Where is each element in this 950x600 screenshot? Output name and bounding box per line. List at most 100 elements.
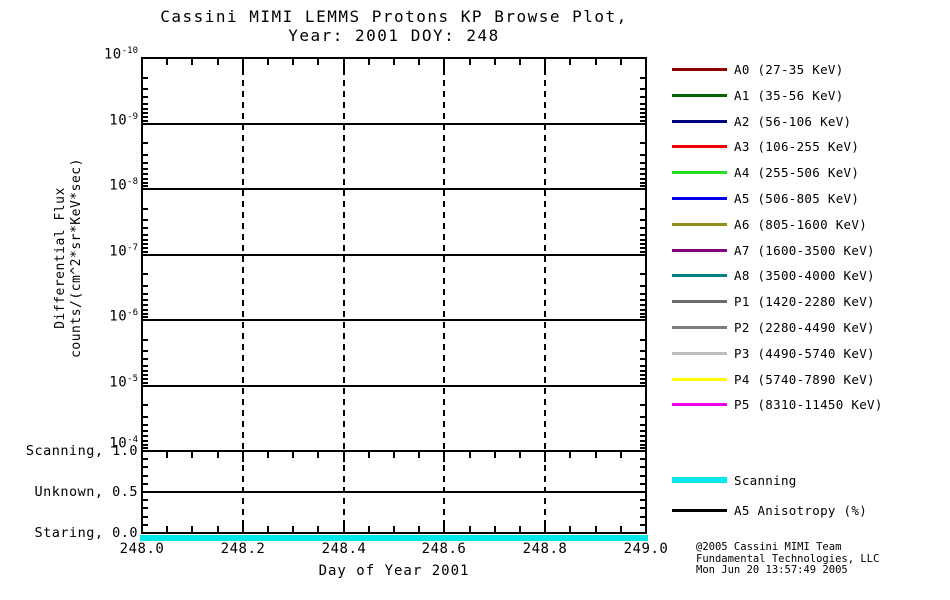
- x-tick-top: [242, 58, 244, 69]
- mode-tick-label: Scanning, 1.0: [25, 443, 138, 459]
- y-minor-tick-right: [640, 313, 646, 315]
- y-minor-tick-right: [640, 108, 646, 110]
- y-minor-tick-left: [142, 239, 148, 241]
- y-minor-tick-left: [142, 247, 148, 249]
- y-minor-tick-left: [142, 404, 148, 406]
- legend-item: P1 (1420-2280 KeV): [672, 293, 875, 309]
- legend-label: A5 (506-805 KeV): [734, 190, 860, 206]
- y-minor-tick-right: [640, 285, 646, 287]
- x-tick-top: [343, 58, 345, 69]
- y-minor-tick-left: [142, 370, 148, 372]
- legend-item: A0 (27-35 KeV): [672, 61, 844, 77]
- legend-color-line: [672, 351, 727, 355]
- y-minor-tick-right: [640, 374, 646, 376]
- x-tick-bottom: [620, 526, 622, 533]
- plot-title-line1: Cassini MIMI LEMMS Protons KP Browse Plo…: [160, 7, 628, 26]
- mode-tick-right: [640, 483, 646, 485]
- mode-tick-right: [640, 458, 646, 460]
- x-tick-top: [544, 58, 546, 69]
- x-tick-boundary: [645, 451, 647, 462]
- x-tick-boundary: [141, 451, 143, 462]
- legend-label: P5 (8310-11450 KeV): [734, 396, 883, 412]
- y-major-tick-left: [142, 319, 153, 321]
- x-tick-boundary: [494, 451, 496, 458]
- y-minor-tick-right: [640, 112, 646, 114]
- x-tick-boundary: [544, 451, 546, 462]
- x-tick-label: 248.0: [119, 541, 165, 557]
- x-tick-label: 248.6: [421, 541, 467, 557]
- y-minor-tick-left: [142, 162, 148, 164]
- y-minor-tick-left: [142, 168, 148, 170]
- y-major-tick-right: [635, 57, 646, 59]
- y-minor-tick-left: [142, 103, 148, 105]
- y-minor-tick-left: [142, 374, 148, 376]
- y-minor-tick-left: [142, 444, 148, 446]
- flux-tick-exponent: -5: [127, 374, 138, 384]
- mode-tick-label: Staring, 0.0: [34, 525, 138, 541]
- v-dashed-gridline: [242, 58, 244, 533]
- y-minor-tick-left: [142, 185, 148, 187]
- y-minor-tick-left: [142, 378, 148, 380]
- y-minor-tick-right: [640, 96, 646, 98]
- x-tick-boundary: [569, 451, 571, 458]
- legend-item: A5 (506-805 KeV): [672, 190, 859, 206]
- y-minor-tick-left: [142, 416, 148, 418]
- x-tick-top: [519, 58, 521, 65]
- legend-extra-label: A5 Anisotropy (%): [734, 502, 868, 518]
- mode-tick-label: Unknown, 0.5: [34, 484, 138, 500]
- x-tick-bottom: [595, 526, 597, 533]
- y-minor-tick-right: [640, 142, 646, 144]
- mode-tick-right: [640, 516, 646, 518]
- x-tick-label: 248.8: [522, 541, 568, 557]
- y-minor-tick-left: [142, 142, 148, 144]
- flux-tick-base: 10: [109, 308, 128, 325]
- y-minor-tick-left: [142, 173, 148, 175]
- y-minor-tick-right: [640, 88, 646, 90]
- legend-item: A3 (106-255 KeV): [672, 138, 859, 154]
- mode-tick-left: [142, 466, 148, 468]
- y-minor-tick-left: [142, 116, 148, 118]
- y-minor-tick-left: [142, 440, 148, 442]
- y-minor-tick-right: [640, 440, 646, 442]
- y-major-tick-left: [142, 123, 153, 125]
- legend-extra-color-line: [672, 508, 727, 512]
- y-minor-tick-left: [142, 227, 148, 229]
- y-minor-tick-right: [640, 365, 646, 367]
- x-tick-bottom: [519, 526, 521, 533]
- legend-extra-item: Scanning: [672, 472, 797, 488]
- y-major-tick-left: [142, 254, 153, 256]
- y-minor-tick-left: [142, 365, 148, 367]
- x-tick-bottom: [443, 522, 445, 533]
- x-tick-boundary: [292, 451, 294, 458]
- legend-label: P3 (4490-5740 KeV): [734, 345, 875, 361]
- y-minor-tick-left: [142, 88, 148, 90]
- x-tick-top: [368, 58, 370, 65]
- mode-tick-left: [142, 507, 148, 509]
- x-tick-top: [569, 58, 571, 65]
- y-major-tick-left: [142, 57, 153, 59]
- legend-label: A0 (27-35 KeV): [734, 61, 844, 77]
- legend-color-line: [672, 144, 727, 148]
- y-minor-tick-right: [640, 251, 646, 253]
- x-tick-boundary: [620, 451, 622, 458]
- y-major-tick-left: [142, 450, 153, 452]
- y-minor-tick-left: [142, 182, 148, 184]
- mode-tick-right: [640, 499, 646, 501]
- x-tick-top: [317, 58, 319, 65]
- y-minor-tick-right: [640, 173, 646, 175]
- flux-tick-base: 10: [109, 112, 128, 129]
- y-minor-tick-left: [142, 304, 148, 306]
- x-tick-bottom: [343, 522, 345, 533]
- flux-tick-label: 10-8: [58, 177, 138, 194]
- y-minor-tick-right: [640, 219, 646, 221]
- h-gridline: [142, 254, 646, 256]
- flux-tick-exponent: -10: [121, 46, 138, 56]
- legend-item: P2 (2280-4490 KeV): [672, 319, 875, 335]
- x-tick-bottom: [317, 526, 319, 533]
- legend-item: P5 (8310-11450 KeV): [672, 396, 883, 412]
- y-minor-tick-right: [640, 430, 646, 432]
- x-tick-bottom: [292, 526, 294, 533]
- x-tick-bottom: [469, 526, 471, 533]
- x-tick-top: [620, 58, 622, 65]
